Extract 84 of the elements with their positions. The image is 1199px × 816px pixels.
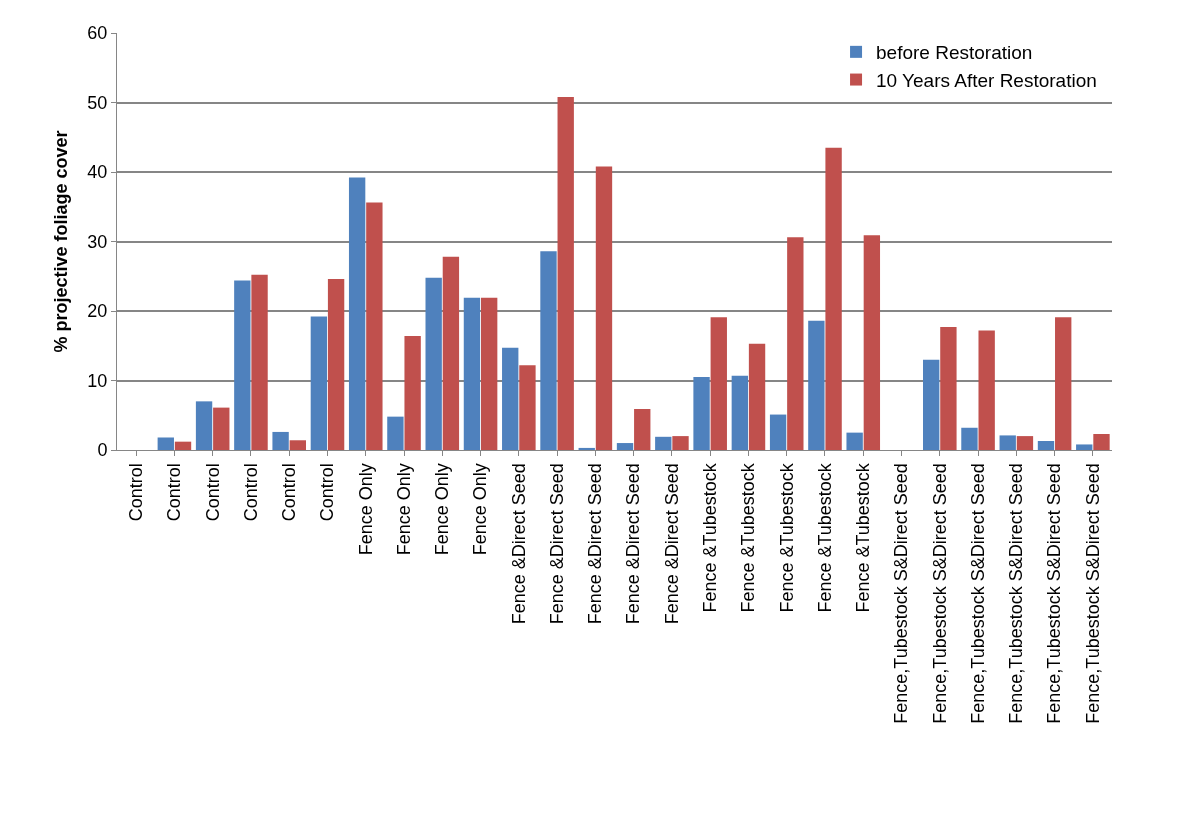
x-tick-label: Fence Only (432, 463, 453, 556)
y-tick-label: 40 (87, 162, 108, 183)
bar (540, 251, 557, 450)
bar (1055, 317, 1072, 450)
bar (693, 377, 710, 450)
x-tick-label: Fence Only (355, 463, 376, 556)
bar (616, 443, 634, 450)
bar (940, 326, 957, 450)
bar (655, 436, 672, 450)
y-axis-title: % projective foliage cover (50, 130, 71, 353)
bar (769, 414, 787, 450)
x-tick-label: Fence &Tubestock (700, 462, 721, 613)
bar (595, 166, 613, 450)
bar (748, 343, 766, 450)
bar (961, 427, 978, 450)
bar (1093, 434, 1110, 450)
bar (157, 437, 174, 450)
bar (502, 347, 519, 450)
x-tick-label: Fence &Direct Seed (546, 463, 567, 625)
bar (999, 435, 1016, 450)
y-tick-label: 60 (87, 23, 108, 44)
bar (557, 96, 574, 450)
bar (480, 297, 498, 450)
bar (272, 431, 289, 450)
x-tick-label: Fence &Tubestock (853, 462, 874, 613)
bar (578, 447, 595, 450)
x-tick-label: Fence,Tubestock S&Direct Seed (1006, 463, 1027, 724)
bar (251, 274, 268, 450)
bar (1037, 440, 1055, 450)
bar (234, 280, 251, 450)
x-tick-label: Control (202, 463, 223, 522)
x-tick-label: Fence &Direct Seed (508, 463, 529, 625)
legend-label: before Restoration (876, 42, 1033, 64)
bar (442, 256, 460, 450)
y-tick-label: 10 (87, 370, 108, 391)
bar (808, 320, 825, 450)
bar (366, 202, 383, 450)
x-tick-label: Fence &Direct Seed (585, 463, 606, 625)
x-tick-label: Fence &Direct Seed (661, 463, 682, 625)
bar (923, 359, 940, 450)
y-tick-label: 0 (97, 440, 108, 461)
bar (731, 375, 749, 450)
legend-label: 10 Years After Restoration (876, 69, 1097, 91)
y-tick-label: 30 (87, 231, 108, 252)
bar (387, 416, 404, 450)
bar (634, 409, 651, 450)
x-tick-label: Control (317, 463, 338, 522)
bar (846, 432, 863, 450)
x-tick-label: Fence &Direct Seed (623, 463, 644, 625)
bar (787, 237, 804, 450)
bar (213, 407, 230, 450)
bar (863, 235, 881, 450)
bar (825, 147, 842, 450)
y-tick-label: 50 (87, 92, 108, 113)
bar (672, 436, 689, 450)
x-tick-label: Fence,Tubestock S&Direct Seed (891, 463, 912, 724)
x-tick-label: Fence,Tubestock S&Direct Seed (929, 463, 950, 724)
bar (327, 279, 345, 450)
bar (1076, 444, 1093, 450)
bar (1016, 436, 1034, 450)
bar (174, 441, 192, 450)
x-tick-label: Fence,Tubestock S&Direct Seed (1044, 463, 1065, 724)
bar (289, 440, 306, 450)
bar (519, 365, 536, 450)
bar (710, 317, 727, 450)
bar (310, 316, 328, 450)
bar (978, 330, 995, 450)
x-tick-label: Fence Only (470, 463, 491, 556)
x-tick-label: Fence &Tubestock (814, 462, 835, 613)
bar (463, 297, 481, 450)
bar (348, 177, 366, 450)
x-tick-label: Fence,Tubestock S&Direct Seed (1082, 463, 1103, 724)
x-tick-label: Fence,Tubestock S&Direct Seed (967, 463, 988, 724)
x-tick-label: Fence &Tubestock (738, 462, 759, 613)
y-tick-label: 20 (87, 301, 108, 322)
x-tick-label: Control (279, 463, 300, 522)
bar (195, 401, 213, 450)
x-tick-label: Control (125, 463, 146, 522)
x-tick-label: Control (164, 463, 185, 522)
x-tick-label: Control (240, 463, 261, 522)
bar (425, 277, 442, 450)
bar (404, 336, 421, 450)
x-tick-label: Fence &Tubestock (776, 462, 797, 613)
x-tick-label: Fence Only (393, 463, 414, 556)
